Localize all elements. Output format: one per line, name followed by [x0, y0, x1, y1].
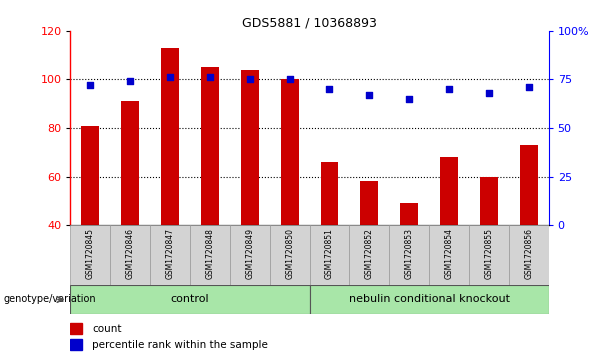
Point — [405, 96, 414, 102]
Bar — [121, 101, 139, 225]
Text: percentile rank within the sample: percentile rank within the sample — [92, 340, 268, 350]
Bar — [389, 225, 429, 285]
Text: GSM1720847: GSM1720847 — [166, 228, 175, 279]
Bar — [110, 225, 150, 285]
Text: GSM1720853: GSM1720853 — [405, 228, 414, 279]
Point — [484, 90, 494, 96]
Text: GSM1720850: GSM1720850 — [285, 228, 294, 279]
Bar — [400, 203, 418, 225]
Point — [86, 82, 96, 88]
Bar — [321, 162, 338, 225]
Bar — [440, 157, 458, 225]
Point — [284, 77, 294, 82]
Bar — [469, 225, 509, 285]
Text: GSM1720852: GSM1720852 — [365, 228, 374, 279]
Bar — [70, 225, 110, 285]
Bar — [82, 126, 99, 225]
Point — [524, 84, 533, 90]
Text: GSM1720846: GSM1720846 — [126, 228, 135, 279]
Point — [245, 77, 255, 82]
Text: GSM1720848: GSM1720848 — [205, 228, 215, 279]
Point — [166, 74, 175, 80]
Bar — [429, 225, 469, 285]
Text: control: control — [170, 294, 210, 305]
Bar — [360, 182, 378, 225]
Bar — [230, 225, 270, 285]
Bar — [520, 145, 538, 225]
Bar — [310, 225, 349, 285]
Point — [364, 92, 374, 98]
Bar — [150, 225, 190, 285]
Bar — [161, 48, 179, 225]
Bar — [241, 70, 259, 225]
Point — [325, 86, 335, 92]
Point — [125, 78, 135, 84]
Bar — [70, 339, 83, 351]
Bar — [509, 225, 549, 285]
Bar — [201, 67, 219, 225]
Point — [205, 74, 215, 80]
Bar — [190, 225, 230, 285]
Bar — [310, 285, 549, 314]
Text: count: count — [92, 323, 121, 334]
Text: nebulin conditional knockout: nebulin conditional knockout — [349, 294, 509, 305]
Bar — [349, 225, 389, 285]
Bar — [70, 285, 310, 314]
Bar — [281, 79, 299, 225]
Bar — [70, 323, 83, 334]
Text: GSM1720845: GSM1720845 — [86, 228, 95, 279]
Point — [444, 86, 454, 92]
Text: GSM1720851: GSM1720851 — [325, 228, 334, 279]
Title: GDS5881 / 10368893: GDS5881 / 10368893 — [242, 17, 377, 30]
Text: GSM1720856: GSM1720856 — [524, 228, 533, 279]
Text: genotype/variation: genotype/variation — [3, 294, 96, 305]
Text: GSM1720855: GSM1720855 — [484, 228, 493, 279]
Text: GSM1720849: GSM1720849 — [245, 228, 254, 279]
Bar — [270, 225, 310, 285]
Bar — [480, 176, 498, 225]
Text: GSM1720854: GSM1720854 — [444, 228, 454, 279]
